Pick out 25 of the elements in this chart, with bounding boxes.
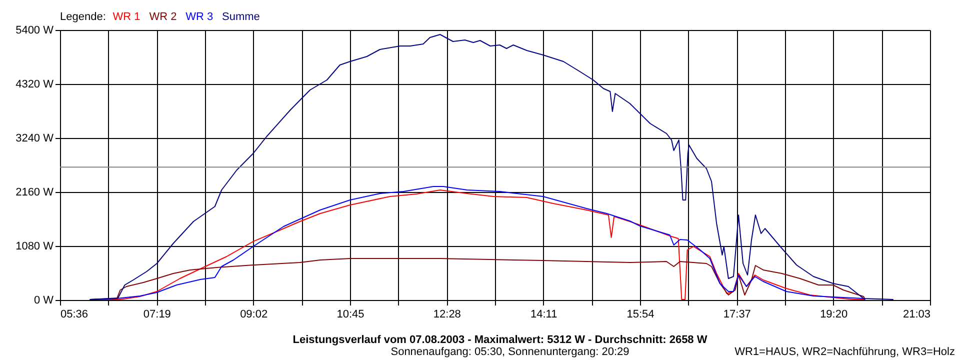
x-tick-label: 17:37 <box>723 308 751 320</box>
x-tick-label: 12:28 <box>433 308 461 320</box>
y-tick-label: 5400 W <box>16 24 54 36</box>
y-tick-label: 3240 W <box>16 132 54 144</box>
x-tick-label: 15:54 <box>626 308 654 320</box>
x-tick-label: 21:03 <box>902 308 930 320</box>
y-tick-label: 2160 W <box>16 186 54 198</box>
text: Leistungsverlauf vom 07.08.2003 - Maximalwert: 5312 W - Durchschnitt: 2658 W <box>292 334 708 346</box>
y-tick-label: 1080 W <box>16 240 54 252</box>
line-series <box>89 34 894 300</box>
x-tick-label: 07:19 <box>143 308 171 320</box>
text: WR 3 <box>186 11 214 23</box>
x-tick-label: 14:11 <box>530 308 558 320</box>
x-tick-label: 19:20 <box>820 308 848 320</box>
text: WR 2 <box>149 11 177 23</box>
x-tick-label: 05:36 <box>60 308 88 320</box>
text: WR 1 <box>112 11 140 23</box>
legend-title: Legende: <box>60 11 106 23</box>
x-tick-label: 09:02 <box>240 308 268 320</box>
y-tick-label: 0 W <box>34 294 54 306</box>
text: WR1=HAUS, WR2=Nachführung, WR3=Holz <box>734 346 955 358</box>
y-tick-label: 4320 W <box>16 78 54 90</box>
text: Sonnenaufgang: 05:30, Sonnenuntergang: 20:29 <box>390 346 630 358</box>
x-tick-label: 10:45 <box>336 308 364 320</box>
text: Summe <box>222 11 260 23</box>
